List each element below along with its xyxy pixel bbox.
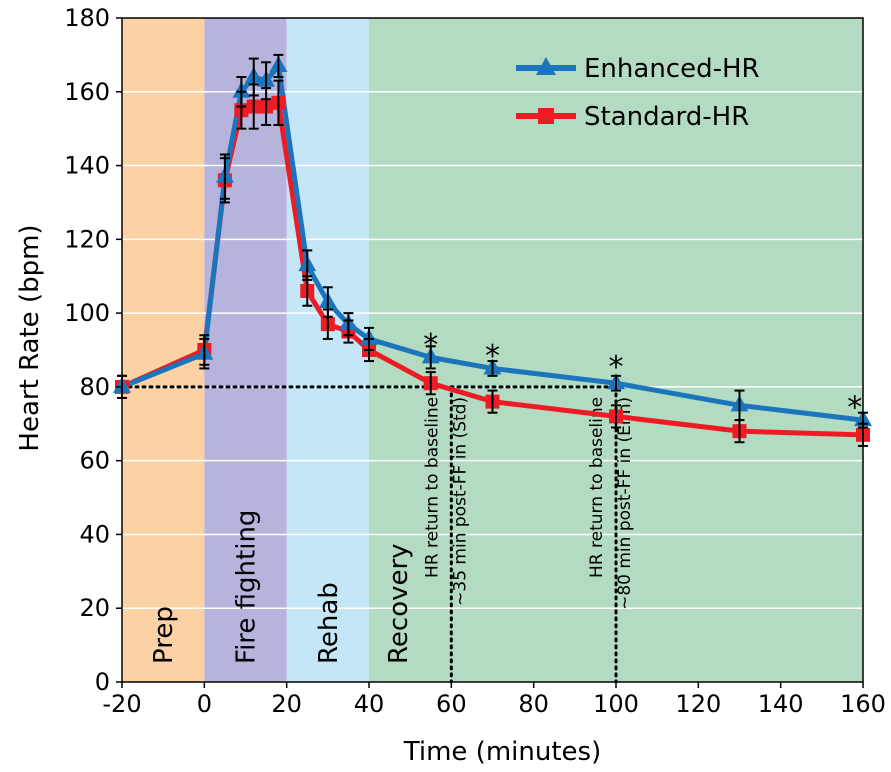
error-bar-enhanced-hr <box>236 76 247 108</box>
x-tick-label: 0 <box>197 690 212 718</box>
y-axis-ticks: 0 20 40 60 80 100 120 140 160 180 <box>64 4 122 696</box>
legend-marker <box>538 108 554 124</box>
legend-item-standard-hr: Standard-HR <box>516 102 749 132</box>
y-tick-label: 120 <box>64 225 110 253</box>
phase-label: Recovery <box>384 543 414 664</box>
error-bar-enhanced-hr <box>611 374 621 392</box>
grid-lines <box>122 91 863 609</box>
annotation-group: HR return to baseline ~35 min post-FF in … <box>422 385 635 684</box>
significance-markers: * * * * <box>423 328 862 426</box>
y-axis-label: Heart Rate (bpm) <box>15 224 45 451</box>
y-tick-label: 80 <box>79 373 110 401</box>
y-tick-label: 60 <box>79 447 110 475</box>
y-tick-label: 0 <box>95 668 110 696</box>
legend-item-enhanced-hr: Enhanced-HR <box>516 54 760 84</box>
annotation-text: HR return to baseline <box>422 397 442 578</box>
phase-label: Prep <box>149 606 179 664</box>
y-tick-label: 160 <box>64 78 110 106</box>
x-tick-label: 20 <box>271 690 302 718</box>
legend-label: Standard-HR <box>584 102 749 132</box>
significance-star: * <box>847 391 862 426</box>
x-tick-label: 140 <box>758 690 804 718</box>
x-tick-label: 120 <box>675 690 721 718</box>
error-bar-enhanced-hr <box>248 57 259 97</box>
error-bar-enhanced-hr <box>487 360 498 377</box>
annotation-text: ~35 min post-FF in (Std) <box>450 397 470 606</box>
error-bar-standard-hr <box>487 389 498 414</box>
legend: Enhanced-HR Standard-HR <box>516 54 760 132</box>
series-line-enhanced-hr <box>121 63 864 423</box>
error-bar-standard-hr <box>425 371 436 396</box>
phase-label: Rehab <box>314 582 344 664</box>
error-bar-enhanced-hr <box>322 286 333 318</box>
y-tick-label: 180 <box>64 4 110 32</box>
phase-label: Fire fighting <box>232 510 262 664</box>
significance-star: * <box>609 350 624 385</box>
series-group <box>113 53 872 447</box>
x-tick-label: 40 <box>354 690 385 718</box>
x-axis-ticks: -20 0 20 40 60 80 100 120 140 160 <box>102 682 886 718</box>
error-bar-enhanced-hr <box>343 312 354 337</box>
annotation-text: HR return to baseline <box>587 397 607 578</box>
plot-frame <box>121 17 864 683</box>
error-bar-enhanced-hr <box>734 389 745 422</box>
x-tick-label: 80 <box>518 690 549 718</box>
legend-label: Enhanced-HR <box>584 54 760 84</box>
error-bar-enhanced-hr <box>199 337 210 370</box>
error-bar-enhanced-hr <box>273 53 284 79</box>
phase-band-rehab <box>286 18 369 682</box>
y-tick-label: 40 <box>79 520 110 548</box>
error-bar-enhanced-hr <box>219 153 230 200</box>
significance-star: * <box>485 339 500 374</box>
x-tick-label: 160 <box>840 690 886 718</box>
legend-marker <box>536 57 556 75</box>
error-bar-enhanced-hr <box>425 345 436 370</box>
y-tick-label: 100 <box>64 299 110 327</box>
error-bar-enhanced-hr <box>261 61 272 101</box>
annotation-text: ~80 min post-FF in (Enh) <box>615 397 635 610</box>
error-bar-standard-hr <box>273 79 284 126</box>
y-tick-label: 20 <box>79 594 110 622</box>
phase-band-prep <box>122 18 205 682</box>
error-bar-standard-hr <box>611 404 621 429</box>
x-tick-label: -20 <box>102 690 141 718</box>
x-tick-label: 60 <box>436 690 467 718</box>
error-bar-enhanced-hr <box>364 326 374 351</box>
significance-star: * <box>423 328 438 363</box>
error-bar-enhanced-hr <box>302 249 313 281</box>
x-axis-label: Time (minutes) <box>403 737 601 767</box>
y-tick-label: 140 <box>64 152 110 180</box>
phase-labels: Prep Fire fighting Rehab Recovery <box>149 510 414 664</box>
x-tick-label: 100 <box>593 690 639 718</box>
